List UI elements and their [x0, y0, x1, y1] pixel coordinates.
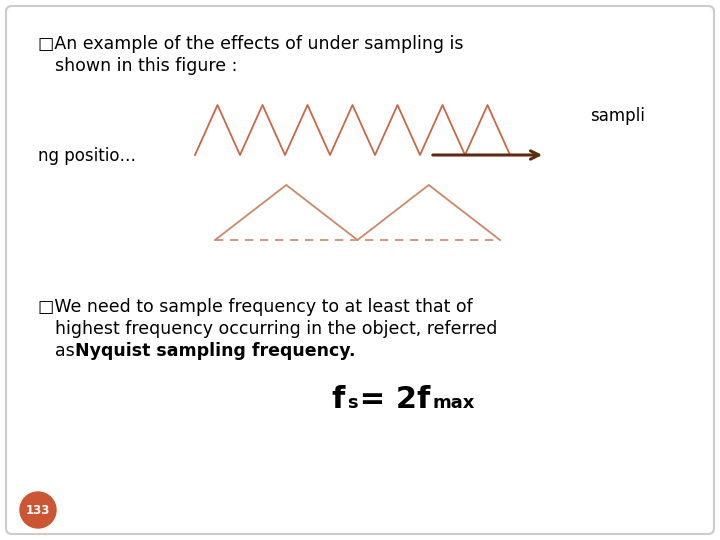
Text: = 2f: = 2f — [349, 385, 431, 414]
Text: □An example of the effects of under sampling is: □An example of the effects of under samp… — [38, 35, 464, 53]
Text: sampli: sampli — [590, 107, 645, 125]
Text: max: max — [433, 394, 475, 412]
Text: □We need to sample frequency to at least that of: □We need to sample frequency to at least… — [38, 298, 473, 316]
Text: shown in this figure :: shown in this figure : — [55, 57, 238, 75]
Text: 133: 133 — [26, 503, 50, 516]
Text: highest frequency occurring in the object, referred: highest frequency occurring in the objec… — [55, 320, 498, 338]
Text: ng positio…: ng positio… — [38, 147, 136, 165]
Text: f: f — [332, 385, 345, 414]
FancyBboxPatch shape — [6, 6, 714, 534]
Text: Nyquist sampling frequency.: Nyquist sampling frequency. — [75, 342, 356, 360]
Text: as: as — [55, 342, 80, 360]
Circle shape — [20, 492, 56, 528]
Text: s: s — [347, 394, 358, 412]
